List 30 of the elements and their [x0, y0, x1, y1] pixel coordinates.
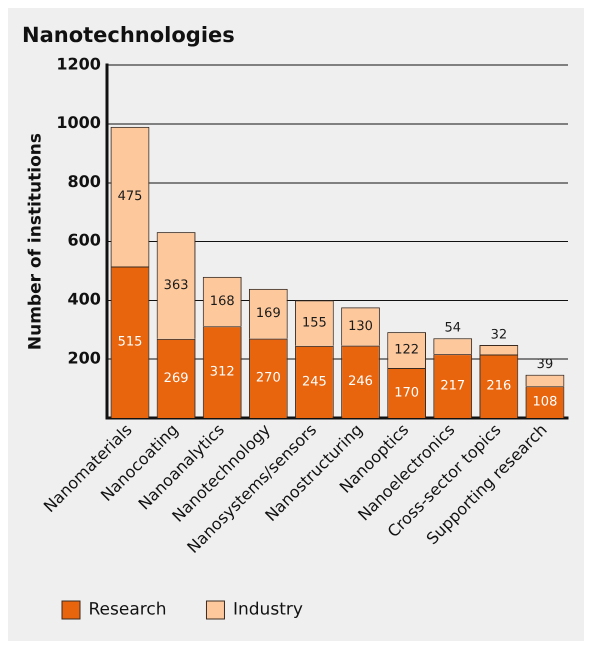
- legend-label: Research: [88, 599, 166, 620]
- chart-title: Nanotechnologies: [22, 23, 235, 48]
- data-label: 168: [210, 294, 235, 309]
- data-label: 269: [164, 370, 189, 386]
- y-tick-label: 1000: [56, 113, 101, 132]
- y-tick-label: 200: [68, 348, 101, 368]
- data-label: 246: [348, 374, 373, 390]
- y-tick-label: 800: [68, 172, 101, 191]
- data-label: 122: [394, 342, 420, 358]
- legend-label: Industry: [232, 599, 303, 620]
- data-label: 515: [118, 334, 142, 350]
- y-tick-label: 600: [68, 230, 101, 250]
- data-label: 217: [440, 378, 466, 394]
- data-label: 130: [348, 318, 373, 334]
- data-label: 216: [486, 378, 512, 394]
- data-label: 245: [302, 374, 327, 390]
- data-label: 32: [490, 327, 508, 342]
- data-label: 155: [302, 316, 327, 331]
- data-label: 169: [256, 306, 281, 322]
- y-tick-label: 400: [68, 290, 101, 309]
- data-label: 170: [394, 385, 420, 400]
- data-label: 270: [256, 370, 281, 386]
- y-axis-title: Number of institutions: [26, 133, 46, 350]
- data-label: 39: [536, 357, 554, 372]
- data-label: 312: [210, 364, 235, 380]
- data-label: 54: [444, 320, 462, 336]
- y-tick-label: 1200: [56, 54, 101, 74]
- data-label: 475: [118, 189, 142, 204]
- data-label: 108: [532, 394, 558, 410]
- data-label: 363: [164, 278, 189, 293]
